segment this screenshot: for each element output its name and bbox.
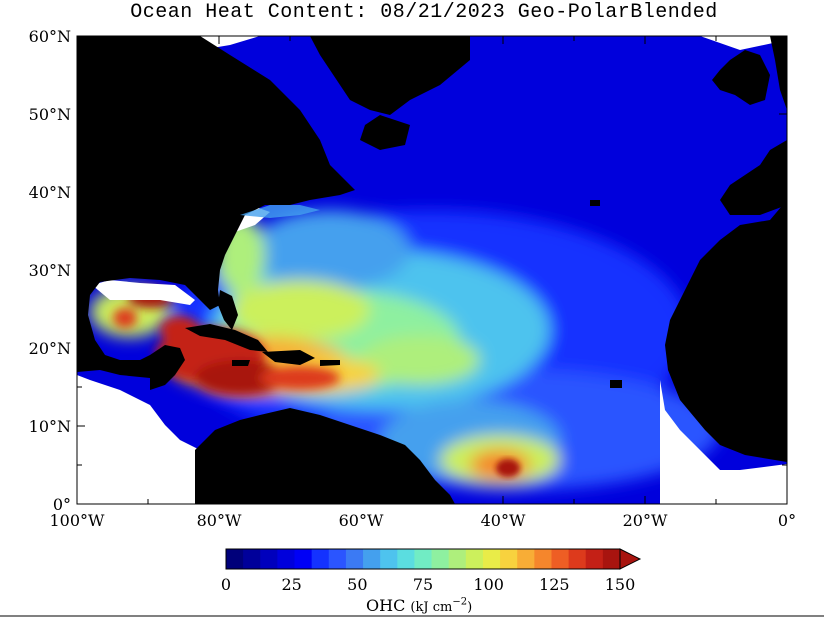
lon-tick-label: 0° — [778, 511, 796, 530]
colorbar-swatch — [226, 549, 244, 569]
colorbar-swatch — [380, 549, 398, 569]
colorbar-swatch — [311, 549, 330, 569]
land-south-america — [195, 408, 455, 504]
colorbar-tick-label: 150 — [605, 575, 636, 594]
colorbar-tick-label: 50 — [347, 575, 367, 594]
colorbar-swatch — [551, 549, 570, 569]
colorbar-swatch — [465, 549, 484, 569]
lat-tick-label: 60°N — [29, 27, 71, 46]
lat-tick-label: 0° — [53, 495, 71, 514]
colorbar-swatch — [363, 549, 381, 569]
colorbar-unit-close: ) — [467, 600, 473, 615]
land-africa — [665, 200, 787, 462]
land-europe — [720, 140, 787, 215]
colorbar-swatch — [294, 549, 313, 569]
lon-tick-label: 20°W — [623, 511, 668, 530]
lat-tick-label: 30°N — [29, 261, 71, 280]
lon-tick-label: 60°W — [339, 511, 384, 530]
colorbar-swatch — [243, 549, 261, 569]
colorbar-swatch — [260, 549, 278, 569]
colorbar-swatch — [500, 549, 518, 569]
land-masses — [77, 36, 787, 504]
lon-tick-label: 40°W — [481, 511, 526, 530]
colorbar-swatch — [568, 549, 587, 569]
colorbar-swatch — [534, 549, 552, 569]
map-plot-area — [77, 36, 787, 504]
lon-tick-label: 100°W — [50, 511, 106, 530]
colorbar-tick-label: 100 — [473, 575, 504, 594]
colorbar-tick-label: 25 — [281, 575, 301, 594]
colorbar-swatch — [602, 549, 621, 569]
colorbar-swatch — [328, 549, 347, 569]
colorbar-unit-main: OHC — [366, 596, 406, 615]
colorbar-unit-exponent: −2 — [452, 596, 468, 608]
map-title: Ocean Heat Content: 08/21/2023 Geo-Polar… — [130, 1, 718, 24]
lat-tick-label: 40°N — [29, 183, 71, 202]
colorbar-swatch — [585, 549, 604, 569]
colorbar-swatch — [482, 549, 501, 569]
colorbar-swatch — [345, 549, 364, 569]
colorbar-swatch — [448, 549, 467, 569]
colorbar-unit-detail: (kJ cm — [410, 600, 453, 615]
colorbar-unit-label: OHC (kJ cm−2) — [366, 596, 472, 615]
latitude-axis: 0° 10°N 20°N 30°N 40°N 50°N 60°N — [29, 27, 787, 514]
colorbar-tick-label: 0 — [221, 575, 231, 594]
no-data-areas — [77, 36, 787, 504]
ohc-hotspot-equatorial — [496, 459, 520, 477]
lat-tick-label: 10°N — [29, 417, 71, 436]
colorbar-frame — [225, 548, 621, 570]
colorbar-swatch — [517, 549, 535, 569]
colorbar: 0 25 50 75 100 125 150 — [221, 548, 642, 594]
land-greenland — [310, 36, 470, 115]
longitude-axis: 100°W 80°W 60°W 40°W 20°W 0° — [50, 36, 796, 530]
colorbar-swatch — [397, 549, 415, 569]
colorbar-swatch — [431, 549, 450, 569]
lat-tick-label: 20°N — [29, 339, 71, 358]
land-north-america — [77, 36, 355, 378]
colorbar-swatch — [277, 549, 296, 569]
lat-tick-label: 50°N — [29, 105, 71, 124]
lon-tick-label: 80°W — [197, 511, 242, 530]
land-cuba — [185, 324, 268, 352]
colorbar-arrow — [619, 548, 642, 570]
colorbar-tick-label: 125 — [539, 575, 570, 594]
colorbar-swatch — [414, 549, 433, 569]
colorbar-tick-label: 75 — [413, 575, 433, 594]
